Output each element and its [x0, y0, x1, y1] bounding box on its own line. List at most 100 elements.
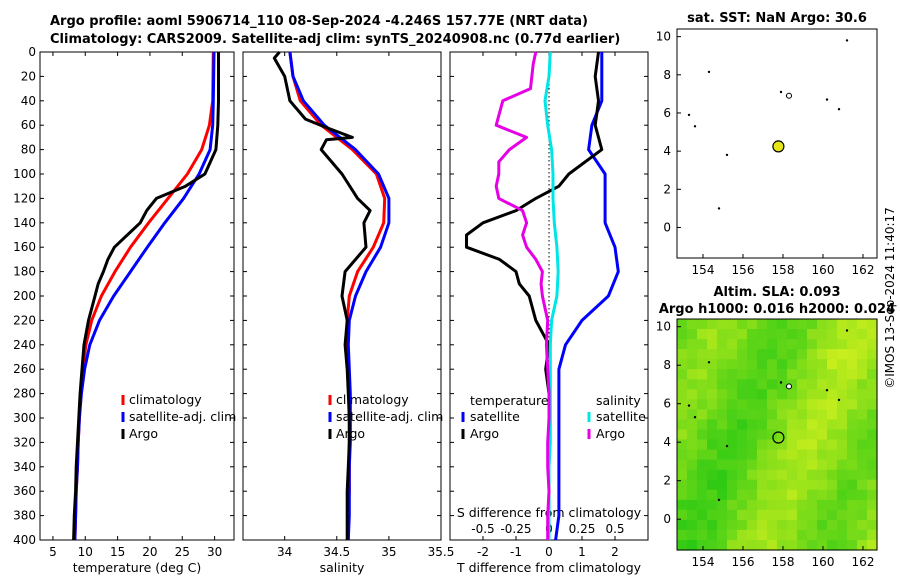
island-speck — [707, 361, 711, 364]
sla_map-xtick-label: 160 — [812, 555, 835, 569]
sla-cell — [847, 419, 858, 430]
sla_map-xtick-label: 162 — [852, 555, 875, 569]
sla-cell — [797, 449, 808, 461]
sla-cell — [687, 419, 698, 430]
sla-cell — [837, 459, 848, 471]
sla-cell — [847, 329, 858, 340]
sst_map-xtick-label: 154 — [692, 263, 715, 277]
sla-cell — [787, 499, 798, 511]
sla-cell — [727, 429, 738, 441]
sla-cell — [767, 519, 778, 531]
sla-cell — [697, 419, 708, 430]
sla-cell — [687, 489, 698, 501]
salinity-xtick-label: 35 — [381, 545, 396, 559]
sla-cell — [817, 319, 828, 330]
sla-cell — [757, 439, 768, 451]
legend-temperature-title: temperature — [470, 393, 549, 408]
sla-cell — [687, 479, 698, 491]
sla-cell — [867, 479, 878, 491]
sla-cell — [807, 479, 818, 491]
island-marker — [786, 92, 792, 99]
sla-cell — [687, 449, 698, 461]
sla-cell — [777, 379, 788, 390]
sla-cell — [767, 479, 778, 491]
temperature-xlabel: temperature (deg C) — [73, 560, 202, 575]
sla-cell — [867, 509, 878, 521]
sla-cell — [787, 319, 798, 330]
sla-cell — [707, 489, 718, 501]
sla-cell — [697, 489, 708, 501]
sla-cell — [727, 499, 738, 511]
sla-cell — [687, 499, 698, 511]
sla-cell — [697, 459, 708, 471]
island-speck — [725, 153, 729, 157]
salinity-xtick-label: 34 — [277, 545, 292, 559]
sla-cell — [807, 499, 818, 511]
sla-cell — [837, 399, 848, 410]
sla-cell — [757, 540, 768, 551]
sla-cell — [797, 509, 808, 521]
sla-cell — [747, 540, 758, 551]
sla-cell — [707, 449, 718, 461]
sla-cell — [837, 389, 848, 400]
sla-cell — [697, 519, 708, 531]
sla-cell — [797, 329, 808, 340]
sla-cell — [757, 409, 768, 420]
sst_map-ytick-label: 8 — [663, 68, 671, 82]
sla-cell — [777, 399, 788, 410]
series-t-satellite — [554, 52, 620, 541]
sla-cell — [797, 349, 808, 360]
sla-cell — [837, 349, 848, 360]
sla-cell — [697, 439, 708, 451]
temperature-ytick-label: 400 — [13, 533, 36, 547]
sla-cell — [787, 399, 798, 410]
sla-cell — [797, 479, 808, 491]
sla-cell — [827, 519, 838, 531]
temperature-ytick-label: 220 — [13, 313, 36, 327]
sla-map-title1: Altim. SLA: 0.093 — [714, 285, 841, 300]
temperature-ytick-label: 240 — [13, 338, 36, 352]
sla-cell — [807, 319, 818, 330]
sla-cell — [747, 509, 758, 521]
salinity-xtick-label: 35.5 — [428, 545, 455, 559]
sla-cell — [727, 369, 738, 380]
sla-cell — [787, 419, 798, 430]
sla-cell — [697, 479, 708, 491]
sla-cell — [847, 509, 858, 521]
sst_map-ytick-label: 6 — [663, 106, 671, 120]
sla-cell — [717, 439, 728, 451]
sla-cell — [847, 319, 858, 330]
sla-cell — [677, 429, 688, 441]
sla-cell — [677, 419, 688, 430]
sla-cell — [687, 429, 698, 441]
sla-cell — [747, 319, 758, 330]
series-salinity-argo — [272, 51, 372, 540]
sla-cell — [757, 429, 768, 441]
difference-xtick-label: 1 — [578, 545, 586, 559]
sla-cell — [827, 409, 838, 420]
sla-cell — [827, 489, 838, 501]
sst_map-ytick-label: 0 — [663, 220, 671, 234]
sla-cell — [767, 540, 778, 551]
sla-cell — [747, 459, 758, 471]
sla-cell — [767, 499, 778, 511]
sla-cell — [777, 529, 788, 541]
sla-cell — [797, 459, 808, 471]
sla-cell — [827, 540, 838, 551]
sla-cell — [837, 449, 848, 461]
sla-cell — [697, 349, 708, 360]
island-speck — [845, 39, 849, 42]
sla-cell — [827, 319, 838, 330]
temperature-ytick-label: 300 — [13, 411, 36, 425]
temperature-ytick-label: 260 — [13, 362, 36, 376]
sla-cell — [867, 379, 878, 390]
sla-cell — [827, 339, 838, 350]
series-s-argo — [494, 51, 551, 540]
sla-cell — [817, 509, 828, 521]
sla-cell — [857, 419, 868, 430]
sla-cell — [867, 540, 878, 551]
sla-cell — [767, 459, 778, 471]
sla-cell — [707, 439, 718, 451]
temperature-ytick-label: 200 — [13, 289, 36, 303]
sla-cell — [767, 509, 778, 521]
